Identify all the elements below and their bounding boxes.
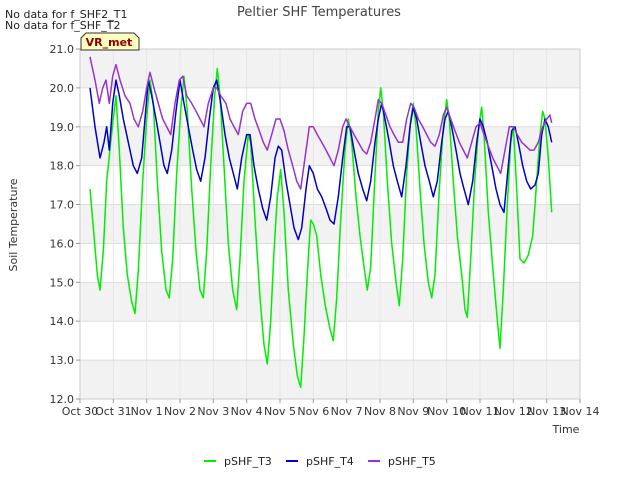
y-tick-label: 20.0 [50, 82, 75, 95]
plot-band [80, 165, 580, 205]
x-tick-label: Nov 13 [527, 405, 566, 418]
plot-band [80, 204, 580, 244]
x-tick-label: Nov 3 [197, 405, 229, 418]
x-tick-label: Nov 1 [131, 405, 163, 418]
series-line-pshf-t4 [89, 79, 553, 241]
x-tick-label: Nov 12 [494, 405, 533, 418]
x-tick-label: Nov 5 [264, 405, 296, 418]
x-tick-label: Nov 8 [364, 405, 396, 418]
plot-band [80, 49, 580, 88]
x-axis-label: Time [552, 423, 580, 436]
x-tick-label: Oct 30 [62, 405, 99, 418]
x-tick-label: Nov 6 [297, 405, 329, 418]
y-tick-label: 15.0 [50, 276, 75, 289]
x-tick-label: Nov 9 [397, 405, 429, 418]
legend-label-pshf-t3: pSHF_T3 [224, 455, 272, 468]
chart-title: Peltier SHF Temperatures [237, 5, 401, 20]
plot-frame [79, 48, 581, 400]
plot-bands [80, 49, 580, 399]
plot-band [80, 282, 580, 322]
series-line-pshf-t5 [89, 56, 553, 190]
y-tick-label: 14.0 [50, 315, 75, 328]
x-tick-label: Nov 4 [231, 405, 263, 418]
x-tick-label: Nov 7 [331, 405, 363, 418]
x-tick-label: Oct 31 [95, 405, 132, 418]
x-tick-label: Nov 2 [164, 405, 196, 418]
x-tick-label: Nov 14 [561, 405, 600, 418]
vr-met-badge: VR_met [80, 32, 140, 51]
y-tick-label: 16.0 [50, 237, 75, 250]
y-tick-label: 18.0 [50, 160, 75, 173]
y-tick-label: 13.0 [50, 354, 75, 367]
x-tick-label: Nov 10 [427, 405, 466, 418]
legend-label-pshf-t5: pSHF_T5 [388, 455, 436, 468]
legend-label-pshf-t4: pSHF_T4 [306, 455, 354, 468]
vr-met-badge-label: VR_met [86, 36, 133, 49]
series-lines [89, 56, 553, 389]
y-tick-label: 21.0 [50, 43, 75, 56]
no-data-note-2: No data for f_SHF_T2 [5, 19, 121, 32]
y-tick-label: 17.0 [50, 199, 75, 212]
y-axis-ticks: 12.0 13.0 14.0 15.0 16.0 17.0 18.0 19.0 20.0 21.0 [50, 43, 80, 406]
no-data-note-1: No data for f_SHF2_T1 [5, 8, 128, 21]
y-axis-label: Soil Temperature [7, 178, 20, 271]
x-tick-label: Nov 11 [461, 405, 500, 418]
y-tick-label: 12.0 [50, 393, 75, 406]
plot-band [80, 360, 580, 399]
y-tick-label: 19.0 [50, 121, 75, 134]
legend: pSHF_T3 pSHF_T4 pSHF_T5 [204, 455, 436, 468]
